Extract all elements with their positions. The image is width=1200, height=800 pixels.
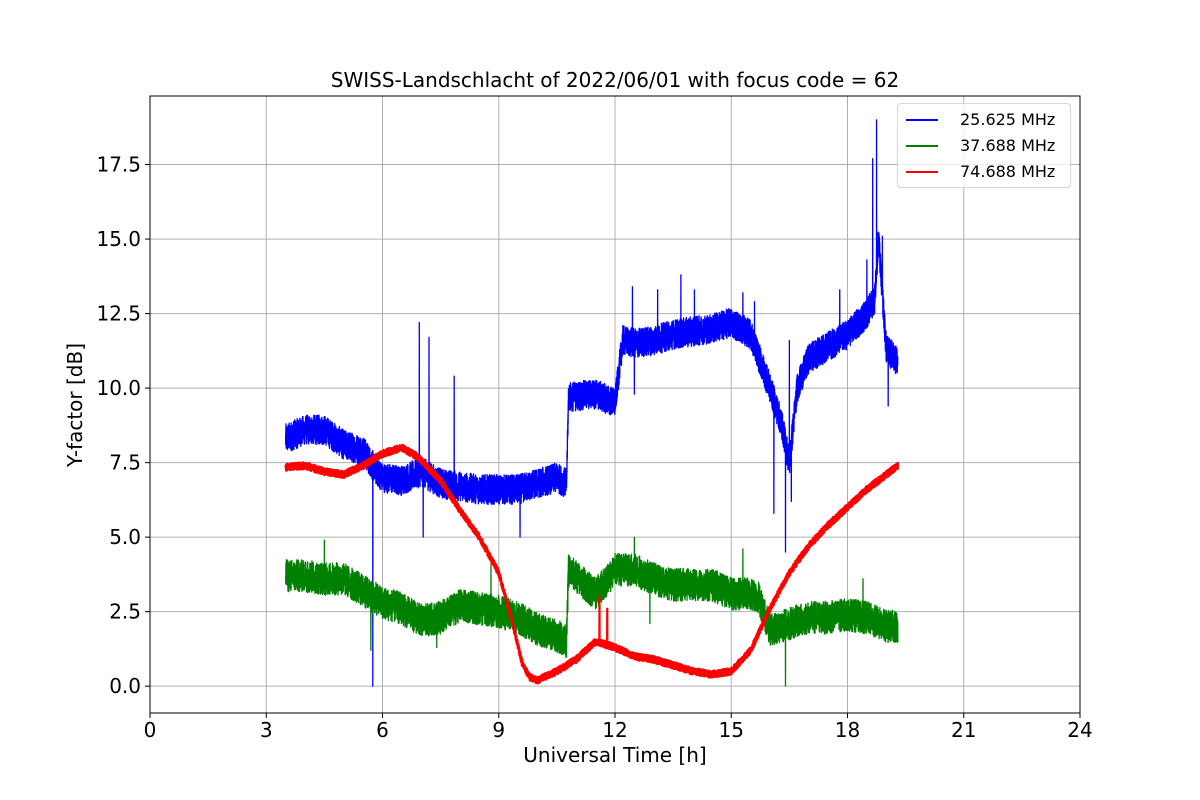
x-tick-label: 12 [602, 718, 627, 742]
legend-entry-74mhz: 74.688 MHz [898, 162, 1072, 182]
series-layer [284, 119, 899, 687]
x-tick-label: 0 [144, 718, 157, 742]
x-tick-label: 24 [1067, 718, 1092, 742]
x-tick-label: 9 [492, 718, 505, 742]
y-tick-label: 7.5 [109, 451, 141, 475]
legend-entry-25mhz: 25.625 MHz [898, 110, 1072, 130]
y-tick-label: 12.5 [96, 302, 141, 326]
legend-swatch-37mhz [906, 145, 938, 147]
y-tick-label: 10.0 [96, 376, 141, 400]
series-line-1 [284, 119, 899, 687]
series-line-2 [284, 536, 899, 687]
y-axis-label: Y-factor [dB] [63, 342, 87, 468]
legend-label-37mhz: 37.688 MHz [960, 136, 1056, 155]
legend-swatch-25mhz [906, 119, 938, 121]
y-tick-label: 2.5 [109, 600, 141, 624]
x-tick-label: 6 [376, 718, 389, 742]
legend-swatch-74mhz [906, 171, 938, 173]
chart-title: SWISS-Landschlacht of 2022/06/01 with fo… [330, 68, 900, 92]
y-tick-label: 5.0 [109, 525, 141, 549]
x-tick-label: 3 [260, 718, 273, 742]
series-line-3 [284, 443, 899, 685]
x-tick-label: 21 [951, 718, 976, 742]
y-tick-label: 0.0 [109, 674, 141, 698]
x-axis-label: Universal Time [h] [523, 743, 707, 767]
legend-entry-37mhz: 37.688 MHz [898, 136, 1072, 156]
y-tick-label: 15.0 [96, 227, 141, 251]
ticks: 0 3 6 9 12 15 18 21 24 0.0 2.5 5.0 7.5 10.0 12.5 15.0 17… [96, 153, 1092, 742]
legend-label-25mhz: 25.625 MHz [960, 110, 1056, 129]
x-tick-label: 18 [835, 718, 860, 742]
legend-label-74mhz: 74.688 MHz [960, 162, 1056, 181]
x-tick-label: 15 [719, 718, 744, 742]
legend: 25.625 MHz 37.688 MHz 74.688 MHz [897, 103, 1071, 188]
y-tick-label: 17.5 [96, 153, 141, 177]
